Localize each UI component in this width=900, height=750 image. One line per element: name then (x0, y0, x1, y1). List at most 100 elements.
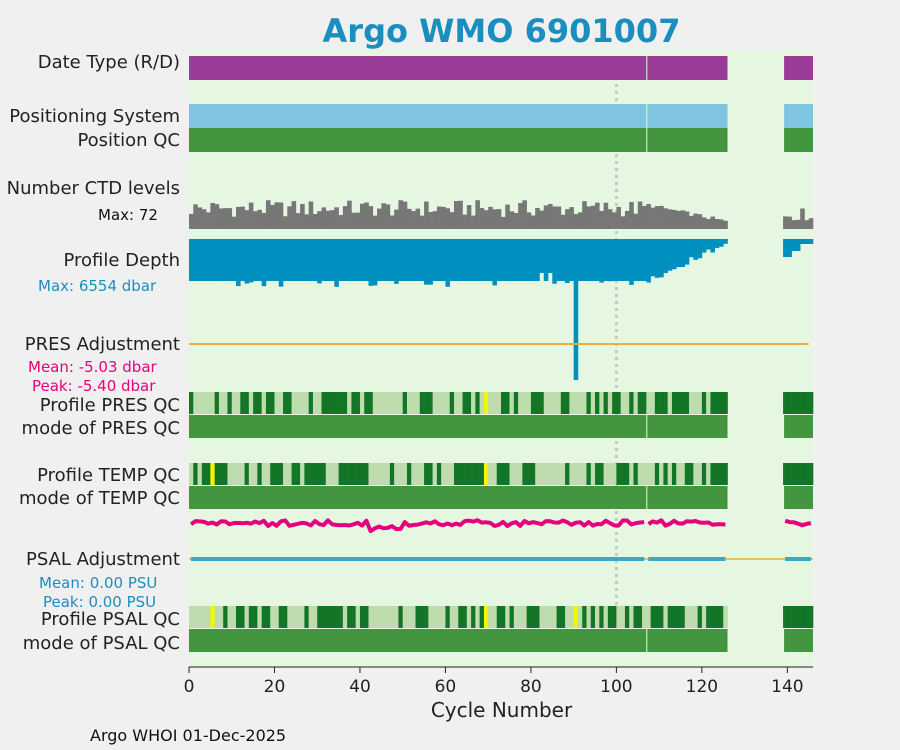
ctd-level-bar (415, 208, 421, 229)
profile-temp-qc-cell (535, 463, 540, 485)
profile-depth-bar (253, 239, 258, 281)
profile-psal-qc-cell (535, 606, 540, 628)
profile-depth-bar (377, 239, 382, 281)
profile-pres-qc-cell (693, 392, 698, 414)
profile-pres-qc-cell (432, 392, 438, 414)
profile-pres-qc-cell (189, 392, 194, 414)
ctd-level-bar (723, 220, 728, 229)
profile-depth-bar (458, 239, 463, 281)
ctd-level-bar (291, 201, 297, 229)
profile-temp-qc-cell (325, 463, 331, 485)
ctd-level-bar (701, 217, 707, 229)
ctd-level-bar (389, 215, 395, 229)
profile-pres-qc-cell (359, 392, 365, 414)
profile-depth-bar (321, 239, 327, 281)
profile-depth-bar (569, 239, 574, 281)
profile-pres-qc-cell (338, 392, 344, 414)
temp-residual-trace (189, 518, 645, 534)
ctd-level-bar (261, 212, 267, 229)
profile-temp-qc-cell (539, 463, 545, 485)
profile-psal-qc-cell (231, 606, 237, 628)
ctd-level-bar (411, 211, 416, 229)
ctd-level-bar (496, 209, 502, 229)
ctd-level-bar (795, 219, 801, 229)
ctd-level-bar (257, 209, 262, 229)
ctd-level-bar (462, 214, 468, 229)
mode-pres-qc-segment (784, 415, 813, 438)
profile-pres-qc-cell (257, 392, 262, 414)
profile-pres-qc-cell (300, 392, 305, 414)
profile-temp-qc-cell (718, 463, 724, 485)
ctd-level-bar (800, 208, 805, 229)
mode-temp-qc-segment (647, 486, 728, 509)
ctd-level-bar (406, 208, 412, 229)
ctd-level-bar (642, 205, 647, 229)
position-qc-band-segment (189, 128, 647, 152)
ctd-level-bar (419, 215, 425, 229)
ctd-level-bar (548, 203, 553, 229)
profile-pres-qc-cell (402, 392, 408, 414)
profile-psal-qc-cell (475, 606, 480, 628)
profile-temp-qc-cell (355, 463, 361, 485)
profile-depth-bar (411, 239, 416, 281)
profile-psal-qc-cell (424, 606, 429, 628)
profile-psal-qc-cell (501, 606, 506, 628)
ctd-max-value: Max: 72 (98, 206, 158, 224)
profile-temp-qc-cell (368, 463, 374, 485)
ctd-level-bar (351, 212, 356, 229)
profile-temp-qc-cell (548, 463, 553, 485)
profile-temp-qc-cell (800, 463, 805, 485)
profile-depth-bar (646, 239, 651, 283)
profile-psal-qc-cell (522, 606, 527, 628)
ctd-level-bar (479, 207, 485, 229)
profile-temp-qc-cell (317, 463, 322, 485)
ctd-level-bar (193, 204, 198, 229)
profile-depth-bar (505, 239, 510, 281)
profile-pres-qc-cell (599, 392, 604, 414)
profile-depth-bar (398, 239, 403, 281)
profile-psal-qc-cell (783, 606, 788, 628)
profile-pres-qc-cell (364, 392, 369, 414)
ctd-level-bar (560, 214, 566, 229)
profile-depth-bar (317, 239, 322, 284)
profile-pres-qc-cell (723, 392, 728, 414)
profile-depth-bar (312, 239, 318, 281)
profile-pres-qc-cell (436, 392, 442, 414)
x-tick-label: 60 (435, 677, 457, 697)
profile-psal-qc-cell (394, 606, 399, 628)
profile-psal-qc-cell (590, 606, 596, 628)
ctd-level-bar (338, 215, 344, 229)
ctd-level-bar (214, 204, 220, 229)
profile-depth-bar (338, 239, 344, 281)
ctd-level-bar (402, 201, 408, 229)
profile-depth-bar (483, 239, 489, 281)
ctd-level-bar (646, 203, 651, 229)
profile-temp-qc-cell (590, 463, 596, 485)
profile-pres-qc-cell (667, 392, 673, 414)
profile-pres-qc-cell (261, 392, 267, 414)
profile-pres-qc-cell (479, 392, 485, 414)
ctd-level-bar (676, 210, 681, 229)
ctd-level-bar (710, 216, 715, 229)
profile-temp-qc-cell (274, 463, 280, 485)
profile-depth-bar (291, 239, 297, 281)
profile-psal-qc-cell (552, 606, 557, 628)
profile-temp-qc-cell (518, 463, 523, 485)
profile-temp-qc-cell (300, 463, 305, 485)
ctd-level-bar (253, 211, 258, 229)
profile-depth-bar (718, 239, 724, 247)
profile-pres-qc-cell (398, 392, 403, 414)
profile-psal-qc-cell (787, 606, 792, 628)
profile-temp-qc-cell (445, 463, 451, 485)
profile-pres-qc-cell (317, 392, 322, 414)
profile-depth-bar (441, 239, 446, 281)
profile-depth-bar (539, 239, 545, 273)
profile-depth-bar (607, 239, 613, 282)
profile-psal-qc-cell (646, 606, 651, 628)
profile-temp-qc-cell (261, 463, 267, 485)
profile-psal-qc-cell (710, 606, 715, 628)
profile-pres-qc-cell (642, 392, 647, 414)
profile-temp-qc-cell (240, 463, 245, 485)
profile-temp-qc-cell (620, 463, 626, 485)
profile-psal-qc-cell (518, 606, 523, 628)
